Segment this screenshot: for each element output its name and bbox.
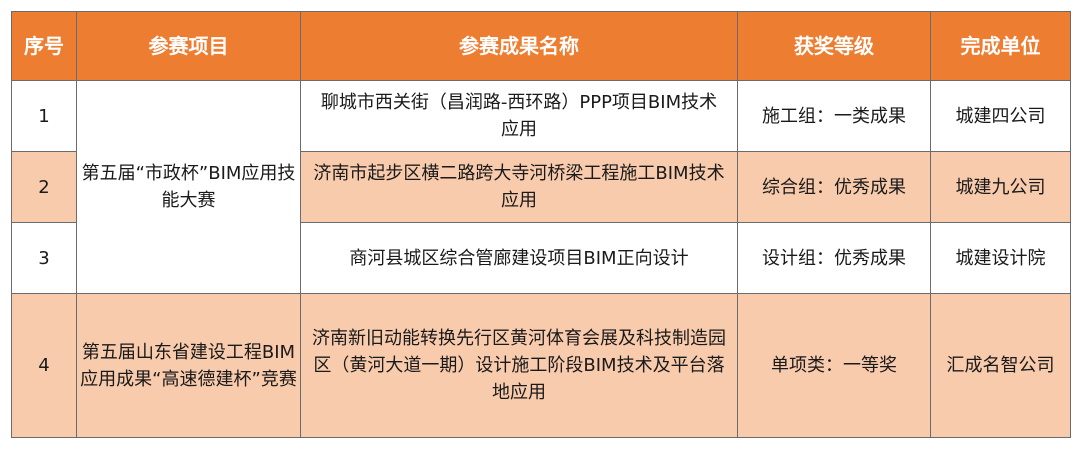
cell-no: 1: [11, 80, 77, 152]
cell-award: 单项类：一等奖: [737, 293, 931, 438]
header-award: 获奖等级: [737, 11, 931, 81]
cell-award: 综合组：优秀成果: [737, 151, 931, 223]
awards-table: 序号 参赛项目 参赛成果名称 获奖等级 完成单位 1 第五届“市政杯”BIM应用…: [11, 11, 1071, 438]
cell-result: 商河县城区综合管廊建设项目BIM正向设计: [300, 222, 738, 294]
cell-no: 2: [11, 151, 77, 223]
header-row: 序号 参赛项目 参赛成果名称 获奖等级 完成单位: [11, 11, 1071, 81]
cell-project: 第五届“市政杯”BIM应用技能大赛: [76, 80, 301, 294]
header-no: 序号: [11, 11, 77, 81]
cell-unit: 城建设计院: [930, 222, 1071, 294]
table-row: 3 商河县城区综合管廊建设项目BIM正向设计 设计组：优秀成果 城建设计院: [11, 222, 1071, 294]
header-unit: 完成单位: [930, 11, 1071, 81]
cell-award: 设计组：优秀成果: [737, 222, 931, 294]
cell-unit: 城建四公司: [930, 80, 1071, 152]
cell-result: 济南市起步区横二路跨大寺河桥梁工程施工BIM技术应用: [300, 151, 738, 223]
cell-result: 聊城市西关街（昌润路-西环路）PPP项目BIM技术应用: [300, 80, 738, 152]
table-row: 2 济南市起步区横二路跨大寺河桥梁工程施工BIM技术应用 综合组：优秀成果 城建…: [11, 151, 1071, 223]
cell-no: 4: [11, 293, 77, 438]
cell-unit: 城建九公司: [930, 151, 1071, 223]
cell-award: 施工组：一类成果: [737, 80, 931, 152]
header-project: 参赛项目: [76, 11, 301, 81]
table-row: 4 第五届山东省建设工程BIM应用成果“高速德建杯”竞赛 济南新旧动能转换先行区…: [11, 293, 1071, 438]
cell-result: 济南新旧动能转换先行区黄河体育会展及科技制造园区（黄河大道一期）设计施工阶段BI…: [300, 293, 738, 438]
header-result: 参赛成果名称: [300, 11, 738, 81]
cell-no: 3: [11, 222, 77, 294]
table-row: 1 第五届“市政杯”BIM应用技能大赛 聊城市西关街（昌润路-西环路）PPP项目…: [11, 80, 1071, 294]
cell-project: 第五届山东省建设工程BIM应用成果“高速德建杯”竞赛: [76, 293, 301, 438]
cell-unit: 汇成名智公司: [930, 293, 1071, 438]
